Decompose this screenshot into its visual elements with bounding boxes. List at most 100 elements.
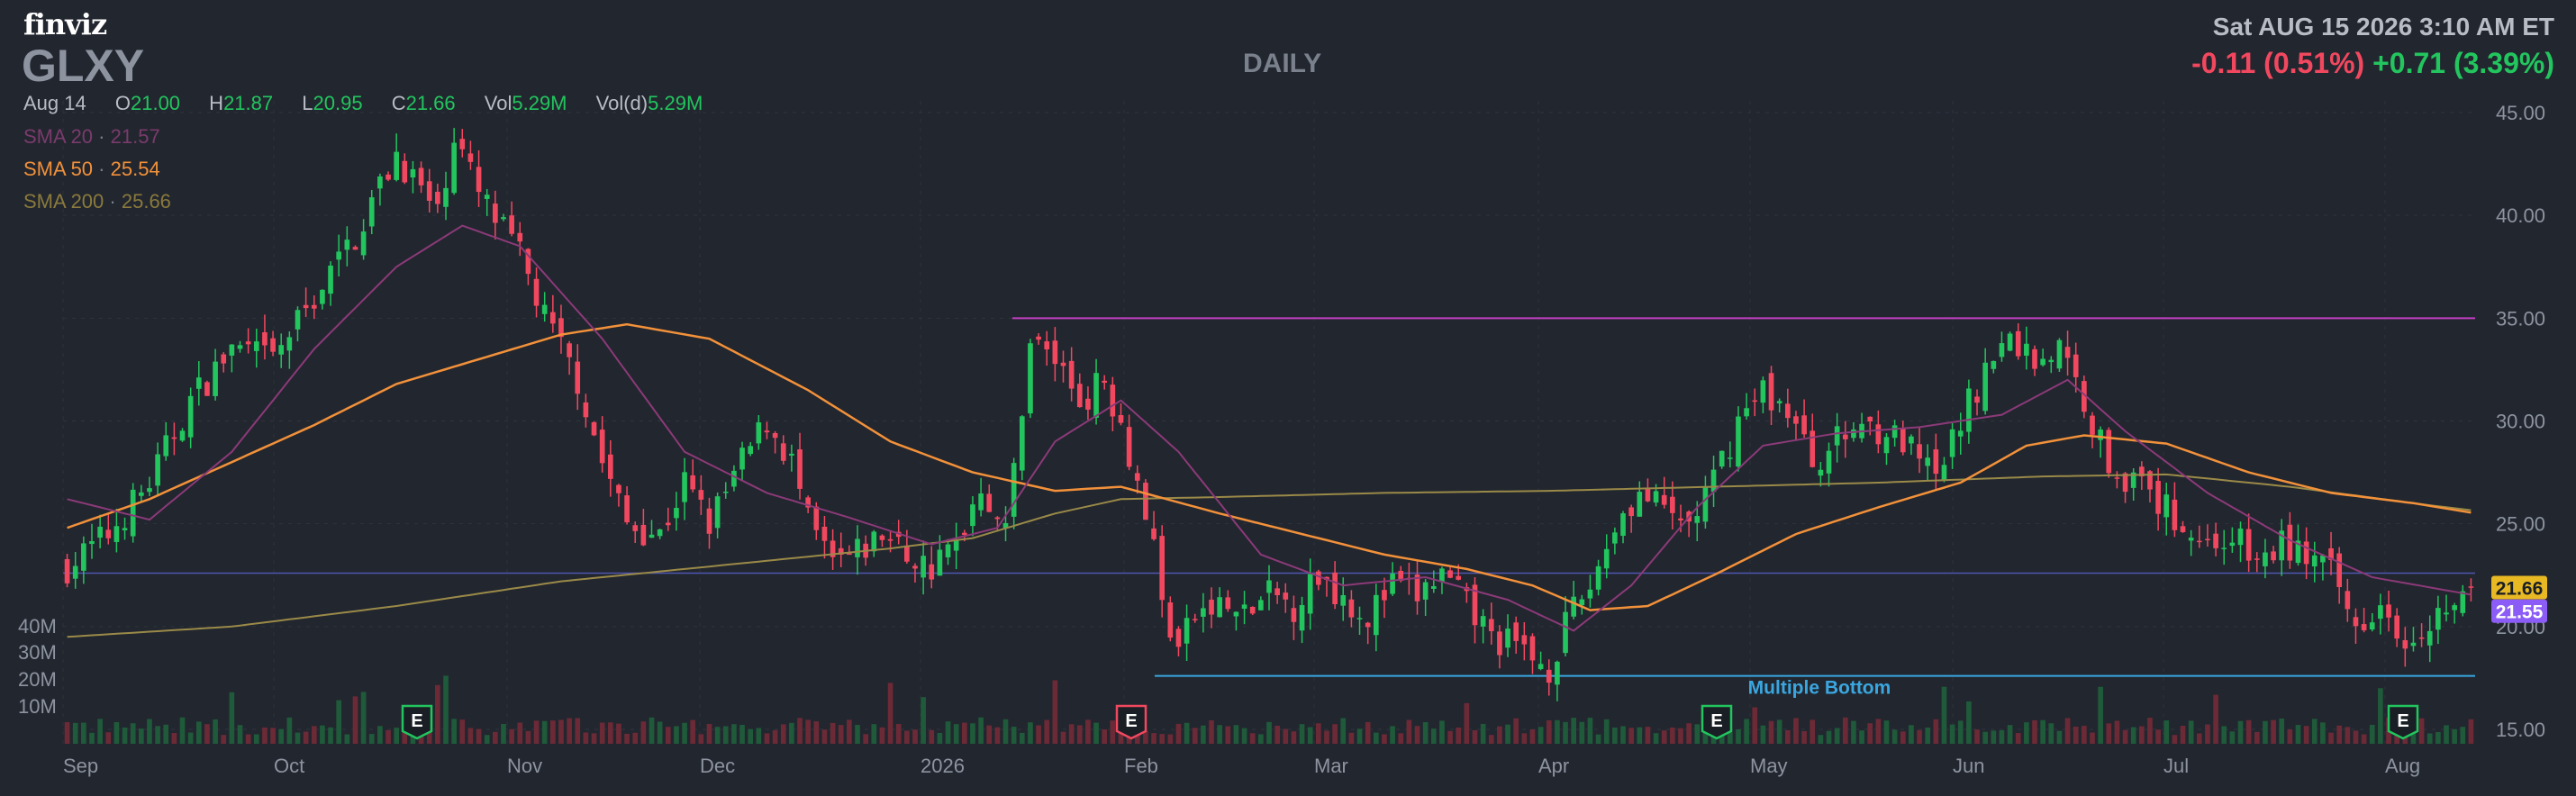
candle-body xyxy=(311,304,317,309)
candle-body xyxy=(1430,585,1437,589)
sma20-legend[interactable]: SMA 20 · 21.57 xyxy=(23,125,160,149)
candle-body xyxy=(887,538,893,541)
volume-bar xyxy=(89,732,95,744)
volume-bar xyxy=(97,719,103,744)
sma50-label: SMA 50 xyxy=(23,158,94,180)
candle-body xyxy=(821,526,828,541)
candle-body xyxy=(1422,582,1429,600)
candle-body xyxy=(937,549,943,576)
volume-bar xyxy=(1546,719,1552,744)
volume-bar xyxy=(1118,732,1124,744)
candle-body xyxy=(303,304,309,309)
volume-bar xyxy=(1422,721,1429,744)
volume-bar xyxy=(1398,733,1404,744)
candle-body xyxy=(1249,606,1256,614)
candle-body xyxy=(2320,555,2326,563)
volume-bar xyxy=(1151,733,1156,744)
candle-body xyxy=(2435,608,2441,630)
regular-change: -0.11 (0.51%) xyxy=(2191,47,2365,79)
chart-period: DAILY xyxy=(1243,49,1322,78)
volume-bar xyxy=(887,683,893,744)
candle-body xyxy=(1563,611,1568,654)
ohlc-date: Aug 14 xyxy=(23,92,86,114)
volume-bar xyxy=(632,732,639,744)
volume-bar xyxy=(2279,718,2285,744)
volume-bar xyxy=(1859,730,1864,744)
candle-body xyxy=(113,526,120,542)
candle-body xyxy=(2237,528,2244,546)
sma50-legend[interactable]: SMA 50 · 25.54 xyxy=(23,158,160,181)
candle-body xyxy=(501,217,506,220)
volume-bar xyxy=(2138,726,2145,744)
ohlc-readout: Aug 14 O21.00 H21.87 L20.95 C21.66 Vol5.… xyxy=(23,92,703,115)
candle-body xyxy=(731,470,737,487)
candle-body xyxy=(1283,592,1289,600)
candle-body xyxy=(1233,611,1239,617)
candle-body xyxy=(1241,604,1247,610)
volume-bar xyxy=(2147,718,2153,744)
candle-body xyxy=(1456,575,1462,580)
candle-body xyxy=(575,361,581,394)
candle-body xyxy=(2336,553,2343,587)
candle-body xyxy=(278,345,285,355)
x-tick-label: Jul xyxy=(2163,755,2189,777)
volume-bar xyxy=(1810,719,1816,744)
candle-body xyxy=(871,531,877,552)
volume-bar xyxy=(2460,727,2466,744)
candle-body xyxy=(879,535,885,540)
candle-body xyxy=(2245,529,2252,561)
volume-bar xyxy=(1826,730,1832,744)
candle-body xyxy=(1982,362,1989,412)
earnings-marker-shape xyxy=(1701,704,1733,740)
candle-body xyxy=(1521,635,1528,645)
volume-bar xyxy=(278,728,285,744)
candle-body xyxy=(2114,477,2120,479)
candle-body xyxy=(138,492,144,496)
volume-bar xyxy=(2229,731,2236,744)
candle-body xyxy=(1909,436,1914,444)
candle-body xyxy=(1192,619,1198,620)
volume-bar xyxy=(706,723,712,744)
candle-body xyxy=(1497,631,1502,656)
candle-body xyxy=(1760,380,1766,403)
sma200-legend[interactable]: SMA 200 · 25.66 xyxy=(23,190,171,213)
candle-body xyxy=(1678,518,1683,520)
candle-body xyxy=(1900,428,1906,453)
candle-body xyxy=(1628,507,1634,517)
volume-bar xyxy=(2056,730,2063,744)
candlesticks xyxy=(64,128,2474,701)
candle-body xyxy=(155,454,160,486)
candle-body xyxy=(1134,473,1140,481)
finviz-logo[interactable]: finviz xyxy=(23,7,107,41)
candle-body xyxy=(360,231,367,256)
candle-body xyxy=(2163,494,2170,518)
volume-bar xyxy=(1167,734,1174,744)
volume-bar xyxy=(847,719,852,744)
candle-body xyxy=(1002,522,1009,529)
candle-body xyxy=(2311,555,2317,567)
candle-body xyxy=(1851,429,1856,439)
candle-body xyxy=(2452,605,2457,611)
candle-body xyxy=(2024,343,2029,357)
candle-body xyxy=(1356,618,1363,620)
candle-body xyxy=(1653,491,1659,503)
candle-body xyxy=(2122,473,2128,493)
x-tick-label: Mar xyxy=(1314,755,1348,777)
volume-bar xyxy=(1430,728,1437,744)
volume-bar xyxy=(2196,733,2202,744)
y-tick-label: 40.00 xyxy=(2496,204,2545,227)
candle-body xyxy=(813,506,820,530)
candle-body xyxy=(1373,594,1379,636)
volume-bar xyxy=(2328,732,2334,744)
candle-body xyxy=(163,435,169,457)
volume-bar xyxy=(1818,735,1824,744)
volume-bar xyxy=(970,723,975,744)
candle-body xyxy=(1201,608,1206,617)
candle-body xyxy=(1118,415,1124,423)
volume-bar xyxy=(567,718,572,744)
volume-bar xyxy=(533,720,540,744)
candle-body xyxy=(237,345,243,349)
open-label: O xyxy=(114,92,131,114)
